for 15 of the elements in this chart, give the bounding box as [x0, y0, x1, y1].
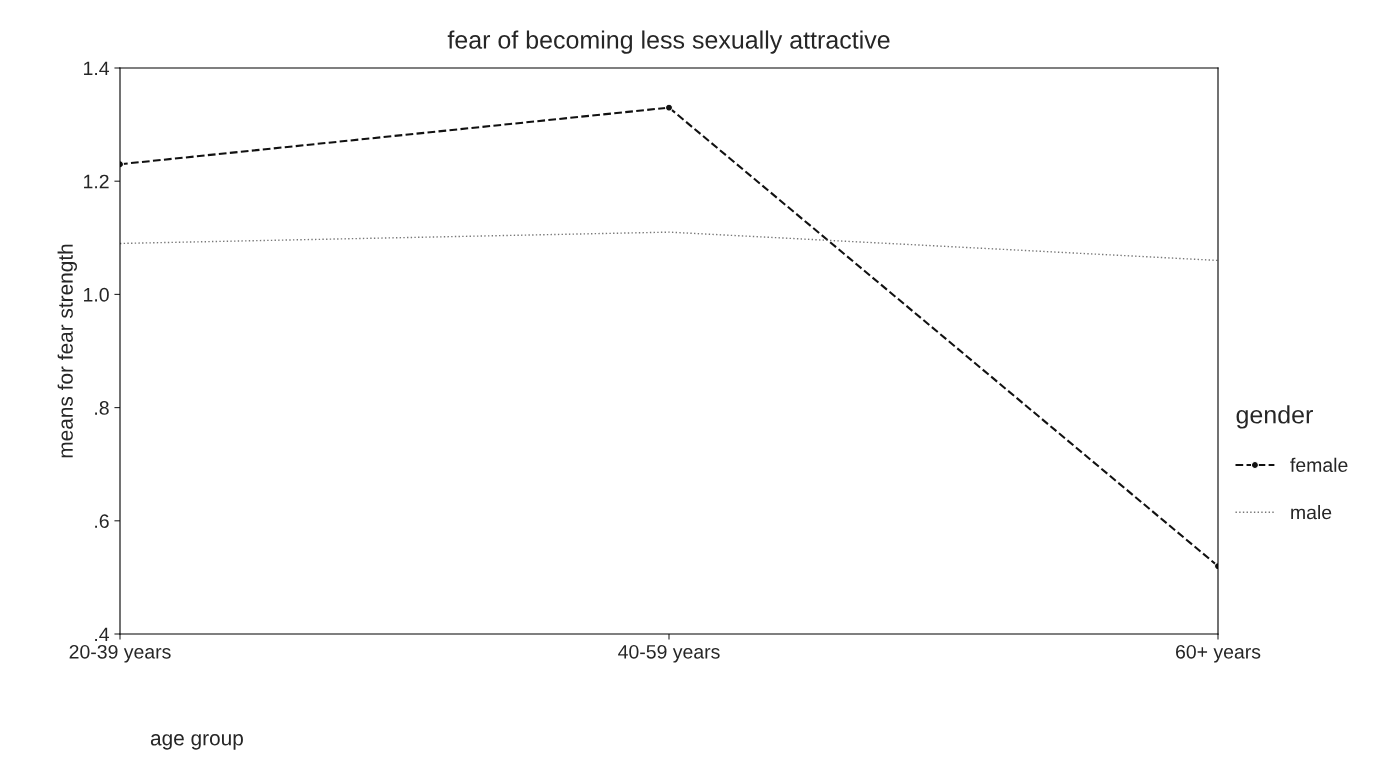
y-tick-label: .4 [95, 627, 110, 642]
x-tick-label: 60+ years [1176, 644, 1261, 663]
legend-label: female [1290, 457, 1348, 473]
x-tick-label: 40-59 years [618, 644, 720, 663]
y-axis-title: means for fear strength [57, 244, 77, 458]
legend-label: male [1291, 505, 1332, 520]
y-tick-label: 1.2 [84, 174, 109, 189]
y-tick-label: 1.0 [84, 287, 109, 302]
x-tick-label: 20-39 years [69, 644, 171, 663]
y-tick-label: .8 [95, 401, 109, 415]
legend-title: gender [1236, 405, 1313, 429]
x-axis-title: age group [150, 734, 243, 750]
chart-title: fear of becoming less sexually attractive [447, 30, 890, 54]
y-tick-label: 1.4 [84, 61, 110, 76]
y-tick-label: .6 [95, 514, 109, 529]
